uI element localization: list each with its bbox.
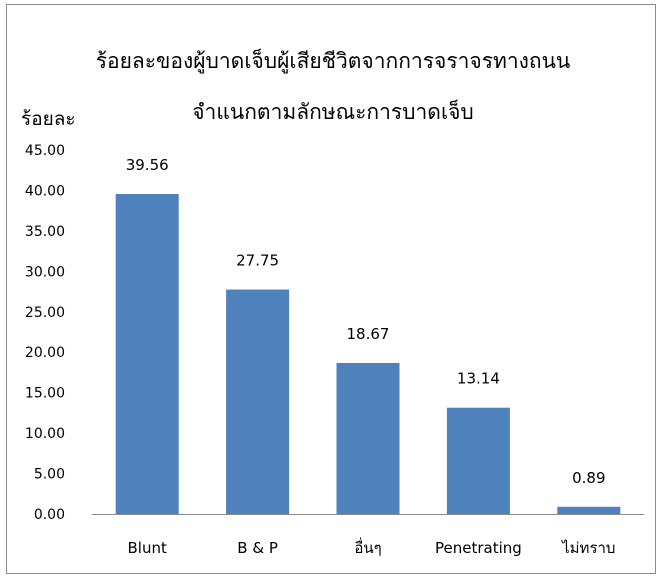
bar-chart: ร้อยละของผู้บาดเจ็บผู้เสียชีวิตจากการจรา…	[21, 47, 644, 557]
data-label: 39.56	[126, 156, 169, 174]
bar	[336, 362, 400, 514]
y-tick-label: 45.00	[25, 143, 65, 159]
y-tick-label: 25.00	[25, 305, 65, 321]
bars	[115, 194, 621, 515]
y-tick-label: 35.00	[25, 224, 65, 240]
x-category-label: Penetrating	[435, 539, 522, 557]
chart-title-line-2: จำแนกตามลักษณะการบาดเจ็บ	[192, 98, 474, 124]
x-category-label: B & P	[237, 539, 278, 557]
y-tick-label: 5.00	[34, 467, 65, 483]
bar	[557, 506, 621, 514]
data-label: 0.89	[572, 469, 605, 487]
chart-frame: ร้อยละของผู้บาดเจ็บผู้เสียชีวิตจากการจรา…	[6, 4, 656, 574]
y-tick-label: 15.00	[25, 386, 65, 402]
y-axis-ticks: 0.00 5.00 10.00 15.00 20.00 25.00 30.00 35.00 40…	[25, 143, 65, 523]
x-category-label: Blunt	[128, 539, 167, 557]
data-label: 13.14	[457, 370, 500, 388]
data-label: 27.75	[236, 252, 279, 270]
y-tick-label: 0.00	[34, 507, 65, 523]
y-tick-label: 20.00	[25, 345, 65, 361]
x-category-label: อื่นๆ	[354, 537, 381, 557]
y-tick-label: 10.00	[25, 426, 65, 442]
y-tick-label: 30.00	[25, 264, 65, 280]
chart-title-line-1: ร้อยละของผู้บาดเจ็บผู้เสียชีวิตจากการจรา…	[96, 47, 571, 74]
data-labels: 39.56 27.75 18.67 13.14 0.89	[126, 156, 606, 487]
bar	[115, 194, 179, 515]
bar	[226, 289, 290, 514]
x-category-label: ไม่ทราบ	[561, 539, 615, 557]
x-axis-categories: Blunt B & P อื่นๆ Penetrating ไม่ทราบ	[128, 537, 616, 557]
y-axis-label: ร้อยละ	[21, 108, 76, 130]
y-tick-label: 40.00	[25, 183, 65, 199]
bar	[446, 407, 510, 514]
data-label: 18.67	[347, 325, 390, 343]
